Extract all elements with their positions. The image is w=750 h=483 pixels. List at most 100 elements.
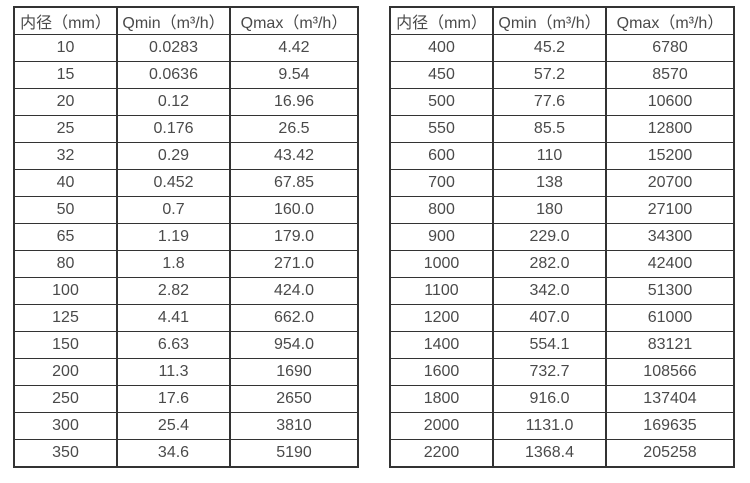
cell-qmin: 11.3: [116, 358, 231, 386]
cell-inner-diameter: 800: [389, 196, 494, 224]
cell-qmin: 229.0: [492, 223, 607, 251]
cell-qmin: 0.0636: [116, 61, 231, 89]
cell-qmin: 34.6: [116, 439, 231, 468]
table-row: 20 0.12 16.96: [13, 88, 359, 116]
cell-qmin: 916.0: [492, 385, 607, 413]
flow-rate-table-left: 内径（mm） Qmin（m³/h） Qmax（m³/h） 10 0.0283 4.42 1…: [13, 6, 359, 468]
cell-qmin: 1131.0: [492, 412, 607, 440]
cell-qmax: 61000: [605, 304, 735, 332]
table-row: 40 0.452 67.85: [13, 169, 359, 197]
header-row: 内径（mm） Qmin（m³/h） Qmax（m³/h）: [13, 6, 359, 35]
cell-qmin: 138: [492, 169, 607, 197]
cell-qmin: 1368.4: [492, 439, 607, 468]
cell-qmax: 205258: [605, 439, 735, 468]
cell-qmax: 662.0: [229, 304, 359, 332]
column-header-inner-diameter: 内径（mm）: [389, 6, 494, 35]
cell-qmin: 4.41: [116, 304, 231, 332]
table-row: 1600 732.7 108566: [389, 358, 735, 386]
cell-qmin: 57.2: [492, 61, 607, 89]
cell-inner-diameter: 1800: [389, 385, 494, 413]
cell-qmin: 0.29: [116, 142, 231, 170]
table-row: 125 4.41 662.0: [13, 304, 359, 332]
header-row: 内径（mm） Qmin（m³/h） Qmax（m³/h）: [389, 6, 735, 35]
table-header-row: 内径（mm） Qmin（m³/h） Qmax（m³/h）: [389, 6, 735, 35]
cell-qmin: 732.7: [492, 358, 607, 386]
cell-inner-diameter: 2200: [389, 439, 494, 468]
column-header-qmax: Qmax（m³/h）: [605, 6, 735, 35]
table-row: 100 2.82 424.0: [13, 277, 359, 305]
table-row: 10 0.0283 4.42: [13, 34, 359, 62]
cell-qmin: 1.8: [116, 250, 231, 278]
cell-qmax: 4.42: [229, 34, 359, 62]
cell-inner-diameter: 200: [13, 358, 118, 386]
table-row: 50 0.7 160.0: [13, 196, 359, 224]
column-header-qmin: Qmin（m³/h）: [492, 6, 607, 35]
cell-inner-diameter: 50: [13, 196, 118, 224]
table-row: 150 6.63 954.0: [13, 331, 359, 359]
cell-qmin: 0.452: [116, 169, 231, 197]
table-row: 32 0.29 43.42: [13, 142, 359, 170]
cell-inner-diameter: 1100: [389, 277, 494, 305]
cell-qmin: 180: [492, 196, 607, 224]
cell-inner-diameter: 450: [389, 61, 494, 89]
cell-qmax: 12800: [605, 115, 735, 143]
table-row: 250 17.6 2650: [13, 385, 359, 413]
cell-qmax: 1690: [229, 358, 359, 386]
table-body: 400 45.2 6780 450 57.2 8570 500 77.6 10600 550 85.…: [389, 34, 735, 468]
cell-qmax: 34300: [605, 223, 735, 251]
cell-qmin: 25.4: [116, 412, 231, 440]
cell-qmin: 2.82: [116, 277, 231, 305]
cell-inner-diameter: 125: [13, 304, 118, 332]
cell-qmax: 83121: [605, 331, 735, 359]
cell-qmax: 2650: [229, 385, 359, 413]
table-row: 200 11.3 1690: [13, 358, 359, 386]
cell-inner-diameter: 1400: [389, 331, 494, 359]
cell-qmax: 3810: [229, 412, 359, 440]
cell-qmax: 9.54: [229, 61, 359, 89]
table-row: 900 229.0 34300: [389, 223, 735, 251]
cell-qmin: 0.0283: [116, 34, 231, 62]
table-row: 300 25.4 3810: [13, 412, 359, 440]
cell-qmax: 169635: [605, 412, 735, 440]
cell-qmax: 16.96: [229, 88, 359, 116]
table-row: 550 85.5 12800: [389, 115, 735, 143]
cell-qmin: 0.176: [116, 115, 231, 143]
cell-qmin: 0.12: [116, 88, 231, 116]
table-header-row: 内径（mm） Qmin（m³/h） Qmax（m³/h）: [13, 6, 359, 35]
cell-qmin: 0.7: [116, 196, 231, 224]
cell-inner-diameter: 350: [13, 439, 118, 468]
table-row: 700 138 20700: [389, 169, 735, 197]
cell-qmax: 67.85: [229, 169, 359, 197]
table-row: 25 0.176 26.5: [13, 115, 359, 143]
cell-qmin: 407.0: [492, 304, 607, 332]
table-body: 10 0.0283 4.42 15 0.0636 9.54 20 0.12 16.96 25 0.1…: [13, 34, 359, 468]
table-row: 1000 282.0 42400: [389, 250, 735, 278]
cell-qmin: 77.6: [492, 88, 607, 116]
table-row: 2000 1131.0 169635: [389, 412, 735, 440]
cell-qmin: 554.1: [492, 331, 607, 359]
cell-inner-diameter: 600: [389, 142, 494, 170]
cell-inner-diameter: 20: [13, 88, 118, 116]
table-row: 2200 1368.4 205258: [389, 439, 735, 468]
cell-qmax: 160.0: [229, 196, 359, 224]
cell-qmax: 137404: [605, 385, 735, 413]
table-row: 450 57.2 8570: [389, 61, 735, 89]
cell-qmin: 1.19: [116, 223, 231, 251]
cell-qmax: 108566: [605, 358, 735, 386]
cell-inner-diameter: 1000: [389, 250, 494, 278]
table-row: 65 1.19 179.0: [13, 223, 359, 251]
table-row: 350 34.6 5190: [13, 439, 359, 468]
cell-qmin: 110: [492, 142, 607, 170]
cell-qmax: 10600: [605, 88, 735, 116]
cell-qmax: 271.0: [229, 250, 359, 278]
cell-qmax: 6780: [605, 34, 735, 62]
cell-inner-diameter: 15: [13, 61, 118, 89]
cell-inner-diameter: 100: [13, 277, 118, 305]
table-row: 15 0.0636 9.54: [13, 61, 359, 89]
column-header-inner-diameter: 内径（mm）: [13, 6, 118, 35]
cell-qmax: 179.0: [229, 223, 359, 251]
table-row: 80 1.8 271.0: [13, 250, 359, 278]
cell-inner-diameter: 32: [13, 142, 118, 170]
cell-inner-diameter: 40: [13, 169, 118, 197]
